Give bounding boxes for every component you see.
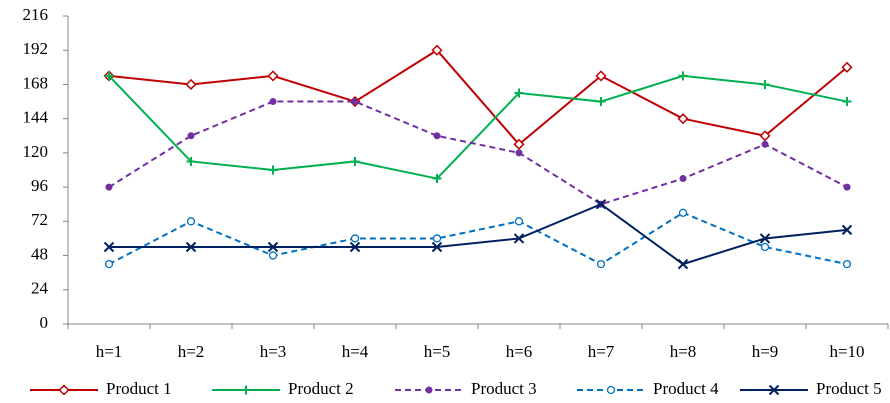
x-tick-label: h=6 [506, 342, 533, 361]
marker [513, 233, 525, 244]
marker [431, 241, 443, 253]
y-tick-label: 48 [31, 244, 48, 263]
y-tick-label: 24 [31, 279, 49, 298]
series [104, 71, 852, 184]
marker [759, 130, 771, 142]
y-tick-label: 96 [31, 176, 48, 195]
series-line [108, 74, 848, 180]
marker [267, 70, 279, 82]
marker [432, 174, 442, 184]
marker [515, 149, 523, 157]
marker [187, 132, 195, 140]
marker [103, 241, 115, 253]
marker [596, 259, 606, 269]
marker [514, 217, 524, 226]
legend-item: Product 5 [740, 379, 882, 398]
legend-label: Product 3 [471, 379, 537, 398]
x-tick-label: h=10 [829, 342, 864, 361]
marker [433, 132, 441, 140]
marker [678, 208, 688, 217]
y-tick-label: 216 [23, 5, 49, 24]
marker [768, 384, 780, 396]
legend-item: Product 1 [30, 379, 172, 398]
marker [760, 79, 770, 89]
marker [269, 98, 277, 106]
x-tick-label: h=2 [178, 342, 205, 361]
marker [105, 183, 113, 191]
marker [431, 44, 443, 56]
marker [513, 138, 525, 150]
marker [185, 241, 197, 253]
y-tick-label: 144 [23, 108, 49, 127]
x-tick-label: h=7 [588, 342, 615, 361]
series [103, 44, 853, 150]
series-line [108, 100, 848, 206]
y-tick-label: 120 [23, 142, 49, 161]
legend-item: Product 4 [577, 379, 719, 398]
marker [842, 97, 852, 107]
legend-item: Product 3 [395, 379, 537, 398]
legend-label: Product 4 [653, 379, 719, 398]
marker [843, 183, 851, 191]
marker [425, 386, 433, 394]
marker [58, 384, 70, 396]
y-tick-label: 72 [31, 210, 48, 229]
marker [350, 156, 360, 166]
marker [677, 113, 689, 125]
series-line [108, 48, 848, 146]
marker [185, 78, 197, 91]
marker [104, 71, 114, 81]
marker [841, 224, 853, 236]
marker [349, 241, 361, 253]
series [103, 199, 853, 270]
marker [842, 259, 852, 269]
marker [104, 259, 114, 269]
marker [679, 175, 687, 183]
marker [432, 234, 442, 243]
marker [677, 258, 689, 270]
x-tick-label: h=4 [342, 342, 369, 361]
legend-label: Product 1 [106, 379, 172, 398]
marker [186, 217, 196, 226]
marker [268, 251, 278, 260]
marker [595, 70, 607, 82]
marker [268, 165, 278, 175]
marker [267, 241, 279, 253]
y-tick-label: 192 [23, 39, 49, 58]
marker [606, 385, 616, 395]
marker [760, 242, 770, 252]
marker [350, 234, 360, 243]
marker [761, 140, 769, 148]
x-tick-label: h=8 [670, 342, 697, 361]
series [104, 208, 852, 269]
series-line [108, 211, 848, 266]
marker [186, 156, 196, 166]
x-tick-label: h=3 [260, 342, 287, 361]
legend-label: Product 5 [816, 379, 882, 398]
marker [241, 385, 251, 395]
marker [351, 98, 359, 106]
y-tick-label: 168 [23, 73, 49, 92]
series-line [109, 203, 848, 266]
legend-label: Product 2 [288, 379, 354, 398]
y-tick-label: 0 [40, 313, 49, 332]
series [105, 98, 851, 208]
marker [678, 71, 688, 81]
marker [759, 233, 771, 244]
x-tick-label: h=9 [752, 342, 779, 361]
x-tick-label: h=5 [424, 342, 451, 361]
marker [595, 199, 607, 210]
marker [841, 61, 853, 73]
x-tick-label: h=1 [96, 342, 123, 361]
marker [596, 97, 606, 107]
marker [514, 88, 524, 98]
legend-item: Product 2 [212, 379, 354, 398]
